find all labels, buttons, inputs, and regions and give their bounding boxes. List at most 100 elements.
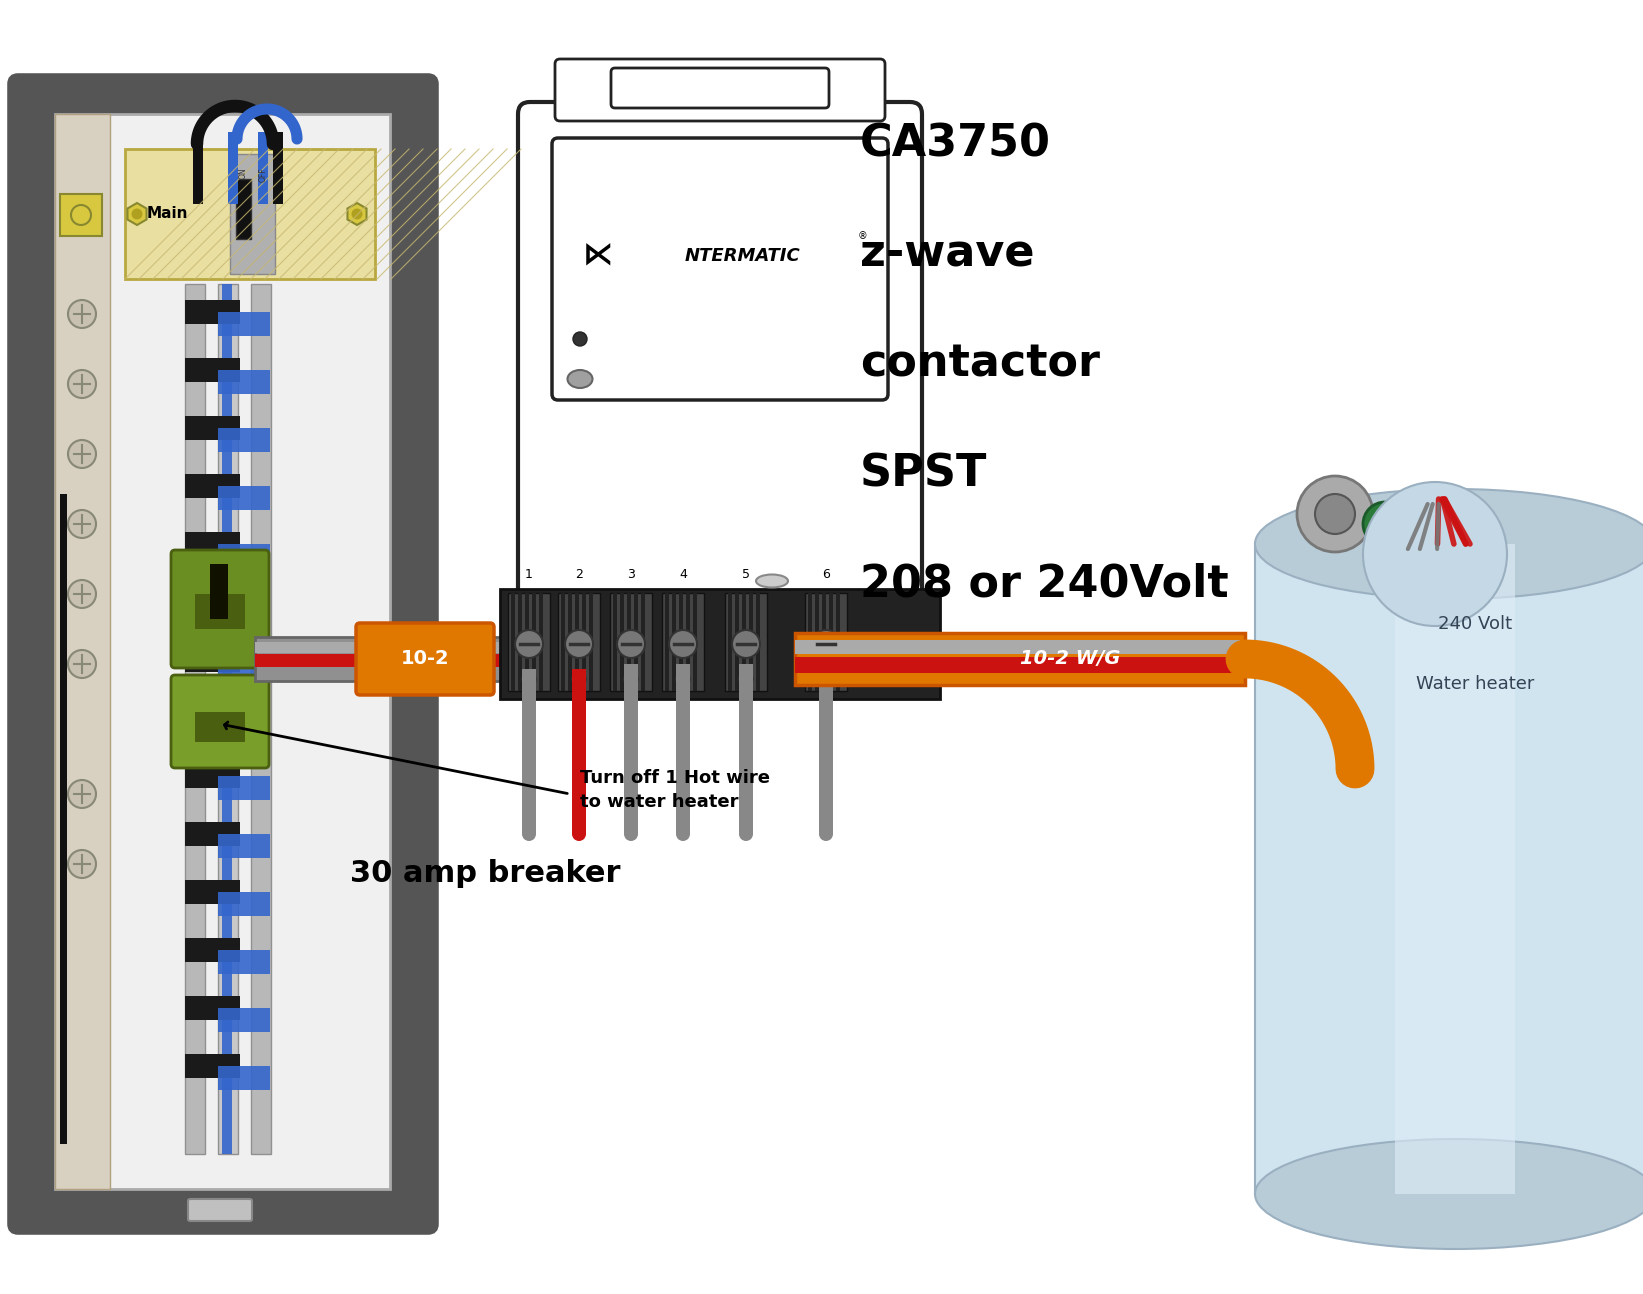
Bar (728, 593, 733, 691)
Bar (210, 564, 228, 619)
Bar (219, 602, 269, 626)
Bar (192, 132, 204, 204)
Text: SPST: SPST (859, 453, 987, 496)
Bar (641, 593, 646, 691)
Bar (230, 154, 274, 274)
Circle shape (67, 440, 95, 468)
FancyBboxPatch shape (10, 76, 435, 1232)
Bar (186, 532, 240, 556)
Text: ®: ® (858, 232, 868, 241)
Bar (725, 593, 767, 691)
Bar (255, 653, 656, 666)
Circle shape (67, 370, 95, 399)
Bar (255, 642, 656, 653)
Text: 3: 3 (628, 568, 634, 581)
Text: Main: Main (146, 207, 187, 221)
Bar (186, 938, 240, 961)
Bar (219, 892, 269, 916)
FancyBboxPatch shape (54, 114, 389, 1189)
Text: 5: 5 (743, 568, 749, 581)
Circle shape (67, 650, 95, 678)
Circle shape (675, 672, 690, 686)
Circle shape (565, 630, 593, 659)
Circle shape (818, 827, 833, 841)
Text: 10-2: 10-2 (401, 648, 449, 668)
Bar (795, 633, 1245, 685)
Bar (624, 664, 637, 699)
Bar (613, 593, 618, 691)
Bar (687, 593, 690, 691)
Circle shape (624, 827, 637, 841)
Bar (610, 593, 652, 691)
Circle shape (352, 208, 363, 220)
Bar (258, 132, 268, 204)
Circle shape (572, 672, 587, 686)
Text: OFF: OFF (258, 167, 268, 181)
Text: ⋉: ⋉ (583, 242, 613, 270)
Polygon shape (347, 203, 366, 225)
Bar (186, 590, 240, 613)
Bar (54, 114, 110, 1189)
Bar (739, 664, 752, 699)
Bar (693, 593, 697, 691)
Circle shape (739, 672, 752, 686)
Bar (186, 880, 240, 905)
Bar (808, 593, 812, 691)
Bar (662, 593, 703, 691)
Bar (560, 593, 565, 691)
Text: 208 or 240Volt: 208 or 240Volt (859, 563, 1229, 606)
Bar (675, 664, 690, 699)
Text: 1: 1 (526, 568, 532, 581)
Circle shape (1364, 502, 1406, 546)
Bar (186, 415, 240, 440)
Bar (228, 132, 238, 204)
Bar (572, 669, 587, 699)
Circle shape (733, 630, 761, 659)
Text: CA3750: CA3750 (859, 123, 1052, 166)
Bar (818, 664, 833, 699)
Bar (219, 835, 269, 858)
Bar (679, 593, 683, 691)
Bar (219, 950, 269, 974)
Bar (588, 593, 593, 691)
Bar (532, 593, 536, 691)
FancyBboxPatch shape (611, 69, 830, 107)
Ellipse shape (1255, 489, 1643, 599)
Bar (219, 776, 269, 800)
Bar (572, 694, 587, 835)
Bar (273, 132, 283, 204)
Bar (186, 822, 240, 846)
Bar (219, 283, 238, 1154)
Bar (624, 694, 637, 835)
Circle shape (67, 780, 95, 807)
Circle shape (1314, 494, 1355, 534)
Text: 240 Volt: 240 Volt (1438, 615, 1512, 633)
Ellipse shape (1255, 1139, 1643, 1249)
Bar (61, 494, 67, 1144)
Circle shape (1296, 476, 1374, 553)
Bar (196, 594, 245, 629)
Bar (672, 593, 675, 691)
Bar (219, 370, 269, 393)
Bar (830, 593, 833, 691)
Bar (539, 593, 542, 691)
Text: 4: 4 (679, 568, 687, 581)
FancyBboxPatch shape (555, 60, 886, 122)
Circle shape (624, 672, 637, 686)
Bar (749, 593, 752, 691)
Bar (734, 593, 739, 691)
Bar (743, 593, 746, 691)
Bar (582, 593, 587, 691)
Bar (186, 648, 240, 672)
Bar (508, 593, 550, 691)
Bar (628, 593, 631, 691)
Bar (186, 474, 240, 498)
Bar (1395, 543, 1515, 1194)
Text: contactor: contactor (859, 343, 1101, 386)
Circle shape (131, 208, 143, 220)
Bar (522, 694, 536, 835)
Bar (805, 593, 848, 691)
Circle shape (618, 630, 646, 659)
Bar (219, 487, 269, 510)
Bar (222, 283, 232, 1154)
